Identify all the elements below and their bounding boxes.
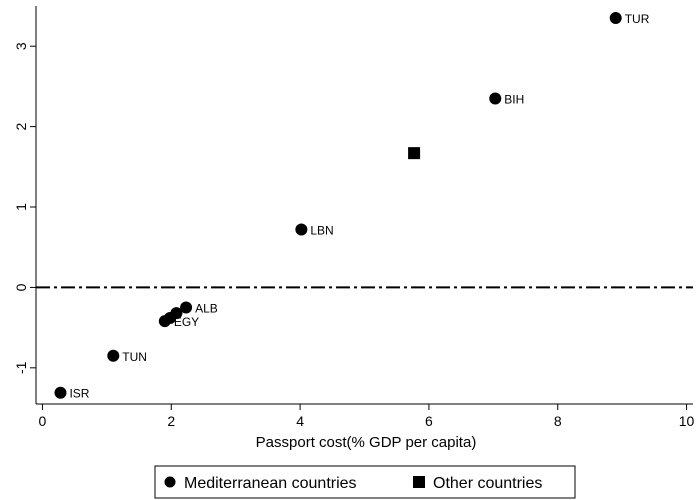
data-point-circle [107,349,120,362]
legend-label-other: Other countries [433,475,542,492]
legend: Mediterranean countries Other countries [154,465,576,499]
legend-marker-square [413,476,425,488]
data-point-circle [180,301,193,314]
point-label: TUR [625,12,650,26]
axes: 0 2 4 6 8 10 -1 0 1 2 3 [13,6,695,429]
x-tick-label: 6 [425,413,433,429]
data-point-circle [54,386,67,399]
legend-marker-circle [164,476,176,488]
x-tick-label: 10 [679,413,695,429]
point-label: ALB [195,302,218,316]
y-tick-label: 3 [13,42,29,50]
point-label: TUN [122,350,147,364]
y-tick-label: -1 [13,361,29,374]
data-point-square [408,147,421,160]
x-tick-label: 4 [296,413,304,429]
data-point-circle [158,315,171,328]
y-tick-label: 0 [13,283,29,291]
point-label: EGY [174,315,199,329]
legend-label-mediterranean: Mediterranean countries [184,475,357,492]
x-axis-title: Passport cost(% GDP per capita) [256,434,477,451]
data-point-circle [295,223,308,236]
x-tick-label: 2 [167,413,175,429]
x-tick-label: 8 [554,413,562,429]
y-tick-label: 2 [13,123,29,131]
legend-box [154,465,576,499]
data-point-circle [489,92,502,105]
y-tick-label: 1 [13,203,29,211]
point-label: BIH [504,92,524,106]
point-label: ISR [69,387,89,401]
x-tick-label: 0 [39,413,47,429]
data-point-circle [609,12,622,25]
point-label: LBN [310,224,333,238]
